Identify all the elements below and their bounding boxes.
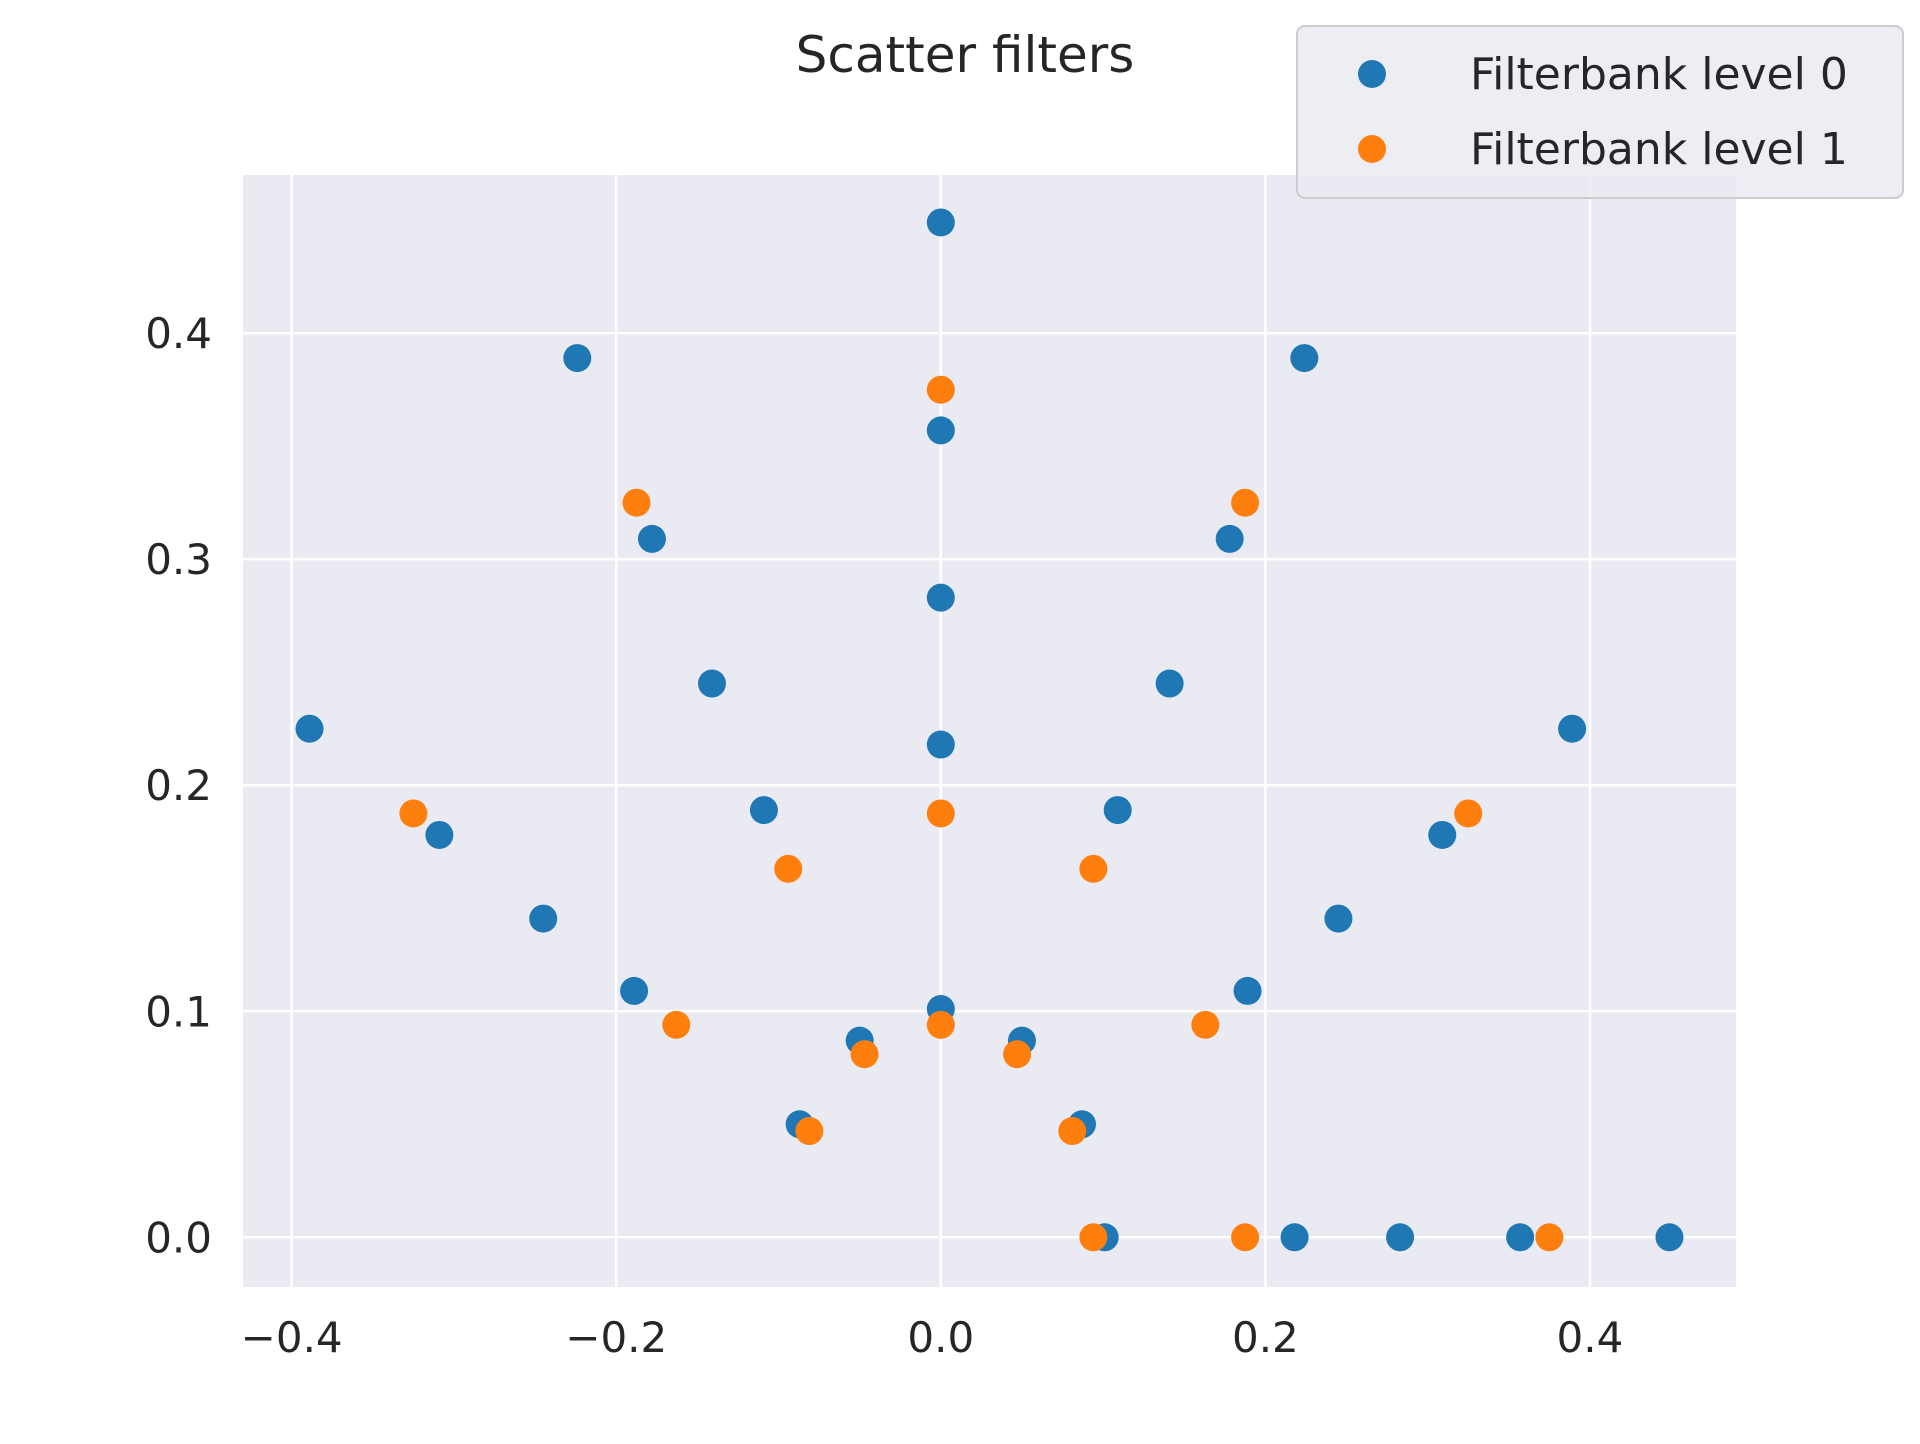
series-0-point	[1655, 1223, 1684, 1252]
series-0-point	[620, 976, 649, 1005]
series-0-point	[1290, 344, 1319, 373]
x-tick-label: −0.4	[241, 1313, 343, 1362]
series-1-point	[1454, 799, 1483, 828]
x-tick-label: −0.2	[565, 1313, 667, 1362]
series-0-point	[563, 344, 592, 373]
series-1-point	[1535, 1223, 1564, 1252]
legend-frame	[1296, 25, 1904, 199]
series-0-point	[529, 904, 558, 933]
series-0-point	[1324, 904, 1353, 933]
y-tick-label: 0.3	[145, 535, 212, 584]
chart-title: Scatter filters	[796, 26, 1135, 84]
series-0-point	[1386, 1223, 1415, 1252]
series-1-point	[1191, 1010, 1220, 1039]
x-tick-label: 0.2	[1232, 1313, 1299, 1362]
series-1-point	[774, 854, 803, 883]
series-1-point	[1231, 1223, 1260, 1252]
series-1-point	[926, 1010, 955, 1039]
legend-marker	[1358, 60, 1386, 88]
series-1-point	[795, 1117, 824, 1146]
tick-labels: −0.4 −0.2 0.0 0.2 0.4 0.0 0.1 0.2 0.3 0.4	[145, 309, 1623, 1362]
legend-marker	[1358, 135, 1386, 163]
series-1-point	[1079, 1223, 1108, 1252]
x-tick-label: 0.0	[907, 1313, 974, 1362]
y-tick-label: 0.1	[145, 987, 212, 1036]
series-0-point	[1233, 976, 1262, 1005]
series-1-point	[662, 1010, 691, 1039]
series-0-point	[637, 524, 666, 553]
data-points	[295, 208, 1684, 1252]
series-0-point	[697, 669, 726, 698]
y-tick-label: 0.0	[145, 1213, 212, 1262]
series-0-point	[1428, 820, 1457, 849]
grid-lines	[243, 175, 1736, 1287]
series-1-point	[926, 375, 955, 404]
series-0-point	[926, 583, 955, 612]
series-0-point	[749, 796, 778, 825]
series-1-point	[1231, 488, 1260, 517]
series-0-point	[1558, 714, 1587, 743]
series-1-point	[850, 1040, 879, 1069]
series-1-point	[399, 799, 428, 828]
series-1-point	[1003, 1040, 1032, 1069]
series-0-point	[425, 820, 454, 849]
legend-label: Filterbank level 1	[1470, 124, 1848, 175]
series-0-point	[1215, 524, 1244, 553]
series-0-point	[1103, 796, 1132, 825]
plot-area	[243, 175, 1736, 1287]
series-0-point	[295, 714, 324, 743]
series-1-point	[622, 488, 651, 517]
series-0-point	[926, 730, 955, 759]
x-tick-label: 0.4	[1557, 1313, 1624, 1362]
legend-label: Filterbank level 0	[1470, 49, 1848, 100]
series-1-point	[1058, 1117, 1087, 1146]
series-0-point	[1506, 1223, 1535, 1252]
series-0-point	[926, 208, 955, 237]
series-0-point	[1155, 669, 1184, 698]
series-1-point	[1079, 854, 1108, 883]
legend: Filterbank level 0 Filterbank level 1	[1296, 25, 1904, 199]
y-tick-label: 0.2	[145, 761, 212, 810]
series-0-point	[1280, 1223, 1309, 1252]
series-1-point	[926, 799, 955, 828]
y-tick-label: 0.4	[145, 309, 212, 358]
series-0-point	[926, 416, 955, 445]
